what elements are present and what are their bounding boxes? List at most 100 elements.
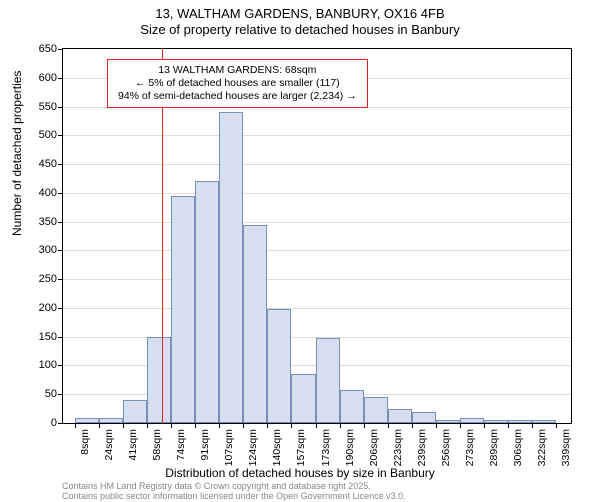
x-tick-label: 173sqm: [320, 429, 332, 466]
x-tick-mark: [532, 423, 533, 428]
x-tick-label: 273sqm: [464, 429, 476, 466]
x-tick-label: 322sqm: [536, 429, 548, 466]
x-tick-label: 206sqm: [368, 429, 380, 466]
y-tick-label: 600: [39, 72, 57, 84]
x-tick-mark: [291, 423, 292, 428]
y-tick-mark: [58, 250, 63, 251]
y-tick-mark: [58, 279, 63, 280]
y-tick-label: 150: [39, 331, 57, 343]
histogram-bar: [316, 338, 340, 423]
x-tick-label: 91sqm: [199, 429, 211, 461]
x-tick-label: 190sqm: [344, 429, 356, 466]
histogram-bar: [532, 420, 556, 423]
x-tick-label: 256sqm: [440, 429, 452, 466]
y-tick-label: 550: [39, 101, 57, 113]
x-tick-mark: [340, 423, 341, 428]
histogram-bar: [147, 337, 171, 423]
gridline: [63, 135, 571, 136]
x-tick-mark: [460, 423, 461, 428]
x-tick-label: 24sqm: [103, 429, 115, 461]
histogram-bar: [484, 420, 508, 423]
histogram-bar: [340, 390, 364, 423]
x-tick-label: 58sqm: [151, 429, 163, 461]
y-tick-label: 450: [39, 158, 57, 170]
histogram-plot-area: 0501001502002503003504004505005506006508…: [62, 48, 572, 424]
gridline: [63, 279, 571, 280]
x-tick-mark: [75, 423, 76, 428]
gridline: [63, 164, 571, 165]
x-tick-mark: [243, 423, 244, 428]
x-tick-mark: [99, 423, 100, 428]
x-tick-label: 289sqm: [488, 429, 500, 466]
annotation-line-3: 94% of semi-detached houses are larger (…: [118, 90, 357, 103]
x-tick-mark: [484, 423, 485, 428]
x-tick-mark: [123, 423, 124, 428]
y-tick-label: 650: [39, 43, 57, 55]
title-line-1: 13, WALTHAM GARDENS, BANBURY, OX16 4FB: [0, 6, 600, 21]
y-tick-mark: [58, 423, 63, 424]
title-line-2: Size of property relative to detached ho…: [0, 22, 600, 37]
histogram-bar: [99, 418, 123, 423]
y-axis-label: Number of detached properties: [10, 71, 24, 236]
x-tick-mark: [388, 423, 389, 428]
chart-title-block: 13, WALTHAM GARDENS, BANBURY, OX16 4FB S…: [0, 0, 600, 37]
y-tick-mark: [58, 135, 63, 136]
histogram-bar: [291, 374, 315, 423]
x-tick-mark: [364, 423, 365, 428]
x-tick-mark: [508, 423, 509, 428]
x-tick-mark: [412, 423, 413, 428]
histogram-bar: [364, 397, 388, 423]
y-tick-label: 50: [45, 388, 57, 400]
x-tick-mark: [316, 423, 317, 428]
y-tick-mark: [58, 365, 63, 366]
y-tick-mark: [58, 78, 63, 79]
annotation-line-1: 13 WALTHAM GARDENS: 68sqm: [118, 64, 357, 77]
x-tick-label: 74sqm: [175, 429, 187, 461]
y-tick-label: 300: [39, 244, 57, 256]
y-tick-mark: [58, 49, 63, 50]
histogram-bar: [267, 309, 291, 423]
y-tick-label: 250: [39, 273, 57, 285]
gridline: [63, 308, 571, 309]
x-tick-label: 239sqm: [416, 429, 428, 466]
y-tick-label: 500: [39, 129, 57, 141]
gridline: [63, 250, 571, 251]
histogram-bar: [195, 181, 219, 423]
x-tick-mark: [267, 423, 268, 428]
y-tick-mark: [58, 222, 63, 223]
x-axis-label: Distribution of detached houses by size …: [0, 466, 600, 480]
histogram-bar: [508, 420, 532, 423]
x-tick-label: 157sqm: [295, 429, 307, 466]
y-tick-mark: [58, 337, 63, 338]
x-tick-label: 41sqm: [127, 429, 139, 461]
y-tick-mark: [58, 193, 63, 194]
x-tick-label: 107sqm: [223, 429, 235, 466]
y-tick-mark: [58, 164, 63, 165]
histogram-bar: [219, 112, 243, 423]
x-tick-label: 339sqm: [560, 429, 572, 466]
x-tick-label: 140sqm: [271, 429, 283, 466]
histogram-bar: [412, 412, 436, 424]
footer-line-2: Contains public sector information licen…: [62, 492, 406, 502]
y-tick-mark: [58, 308, 63, 309]
x-tick-mark: [147, 423, 148, 428]
x-tick-mark: [195, 423, 196, 428]
y-tick-label: 100: [39, 359, 57, 371]
x-tick-label: 223sqm: [392, 429, 404, 466]
y-tick-label: 350: [39, 216, 57, 228]
x-tick-label: 8sqm: [79, 429, 91, 455]
histogram-bar: [75, 418, 99, 423]
y-tick-label: 200: [39, 302, 57, 314]
x-tick-mark: [436, 423, 437, 428]
annotation-line-2: ← 5% of detached houses are smaller (117…: [118, 77, 357, 90]
y-tick-label: 0: [51, 417, 57, 429]
histogram-bar: [243, 225, 267, 424]
x-tick-label: 306sqm: [512, 429, 524, 466]
x-tick-label: 124sqm: [247, 429, 259, 466]
histogram-bar: [436, 420, 460, 423]
histogram-bar: [171, 196, 195, 423]
x-tick-mark: [219, 423, 220, 428]
histogram-bar: [388, 409, 412, 423]
histogram-bar: [123, 400, 147, 423]
gridline: [63, 193, 571, 194]
